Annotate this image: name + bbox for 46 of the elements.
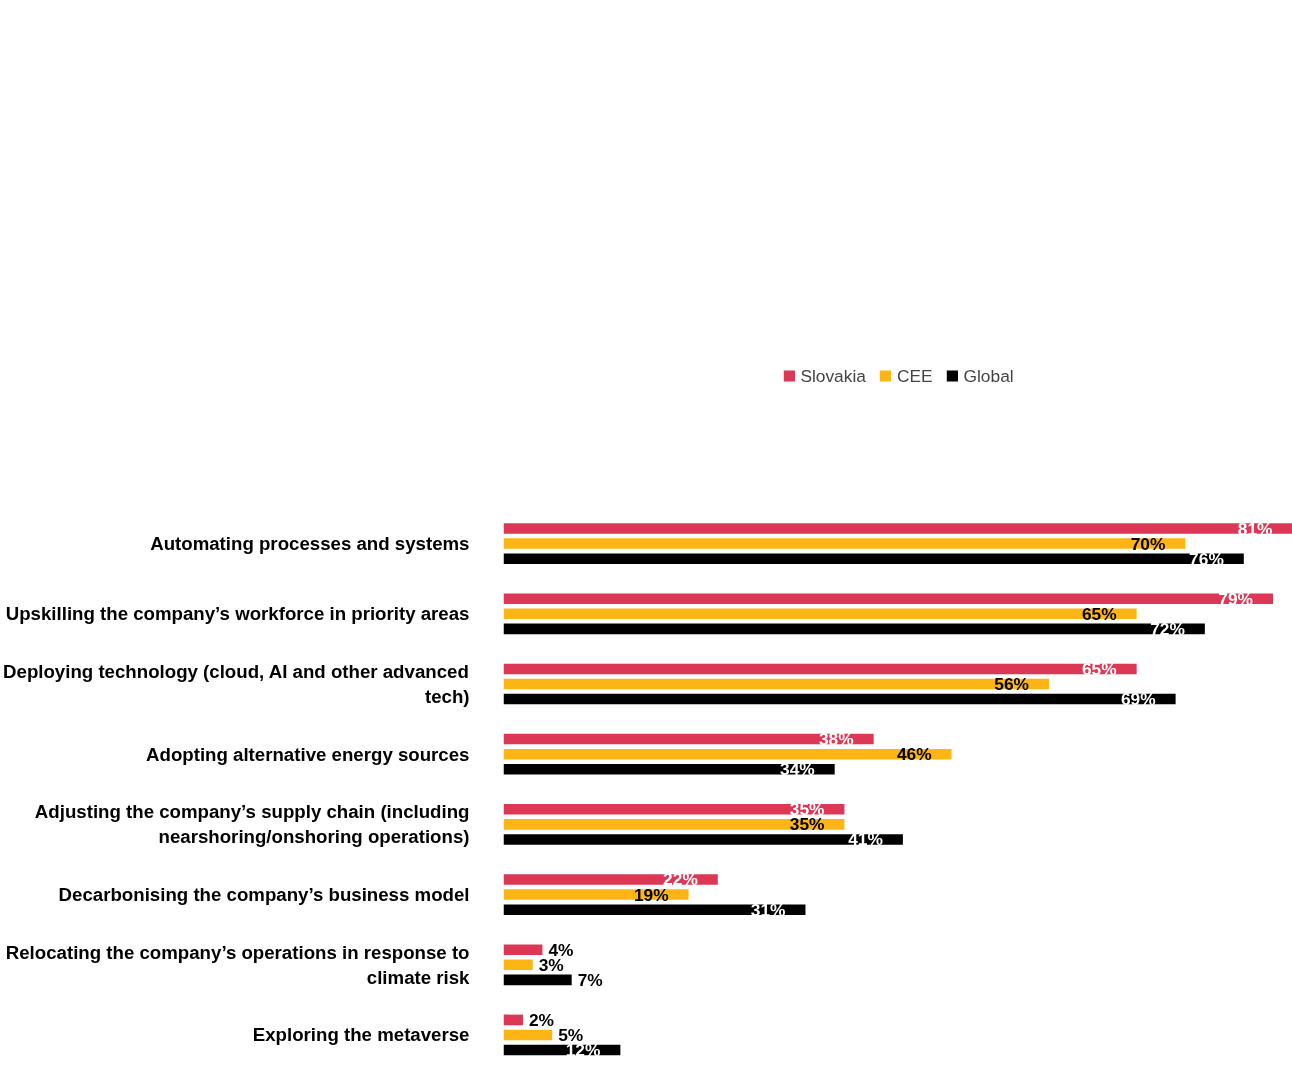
bar bbox=[503, 764, 835, 775]
data-label: 35% bbox=[789, 814, 825, 835]
bar bbox=[503, 889, 689, 900]
y-tick-label: Adjusting the company’s supply chain (including nearshoring/onshoring operations) bbox=[34, 801, 470, 848]
bar bbox=[503, 959, 533, 971]
data-label: 65% bbox=[1081, 603, 1117, 624]
data-label: 69% bbox=[1120, 689, 1156, 710]
data-label: 4% bbox=[548, 939, 574, 960]
bar bbox=[503, 804, 845, 815]
data-label: 72% bbox=[1150, 618, 1185, 639]
bar bbox=[503, 678, 1049, 690]
bar bbox=[503, 523, 1292, 534]
bar bbox=[503, 974, 572, 986]
bar bbox=[503, 553, 1244, 564]
bar bbox=[503, 623, 1205, 635]
y-tick-label: Upskilling the company’s workforce in priority areas bbox=[5, 603, 470, 625]
bar bbox=[503, 608, 1137, 620]
bar bbox=[503, 593, 1274, 604]
bar bbox=[503, 1029, 553, 1041]
y-tick-label: Relocating the company’s operations in response to climate risk bbox=[5, 941, 471, 988]
data-label: 65% bbox=[1081, 658, 1117, 679]
bar bbox=[503, 874, 718, 885]
bar bbox=[503, 904, 806, 915]
legend-label: Global bbox=[963, 365, 1014, 387]
data-label: 2% bbox=[528, 1009, 555, 1030]
y-tick-label: Adopting alternative energy sources bbox=[146, 743, 470, 765]
data-label: 70% bbox=[1130, 533, 1166, 554]
data-label: 46% bbox=[896, 744, 932, 765]
bar bbox=[503, 663, 1137, 675]
y-tick-label: Deploying technology (cloud, AI and other advanced tech) bbox=[3, 660, 470, 708]
bar bbox=[503, 819, 845, 830]
bar bbox=[503, 1014, 523, 1026]
bar bbox=[503, 834, 903, 845]
data-label: 19% bbox=[633, 884, 669, 905]
bar bbox=[503, 748, 952, 760]
data-label: 38% bbox=[818, 729, 854, 750]
bar bbox=[503, 538, 1186, 549]
bar bbox=[503, 944, 543, 955]
data-label: 7% bbox=[577, 969, 603, 990]
data-label: 56% bbox=[994, 673, 1029, 694]
legend-label: Slovakia bbox=[800, 365, 866, 387]
bar bbox=[503, 693, 1176, 705]
y-tick-label: Exploring the metaverse bbox=[252, 1024, 470, 1046]
y-tick-label: Decarbonising the company’s business model bbox=[58, 884, 470, 906]
legend-label: CEE bbox=[896, 365, 933, 387]
y-tick-label: Automating processes and systems bbox=[150, 533, 470, 555]
